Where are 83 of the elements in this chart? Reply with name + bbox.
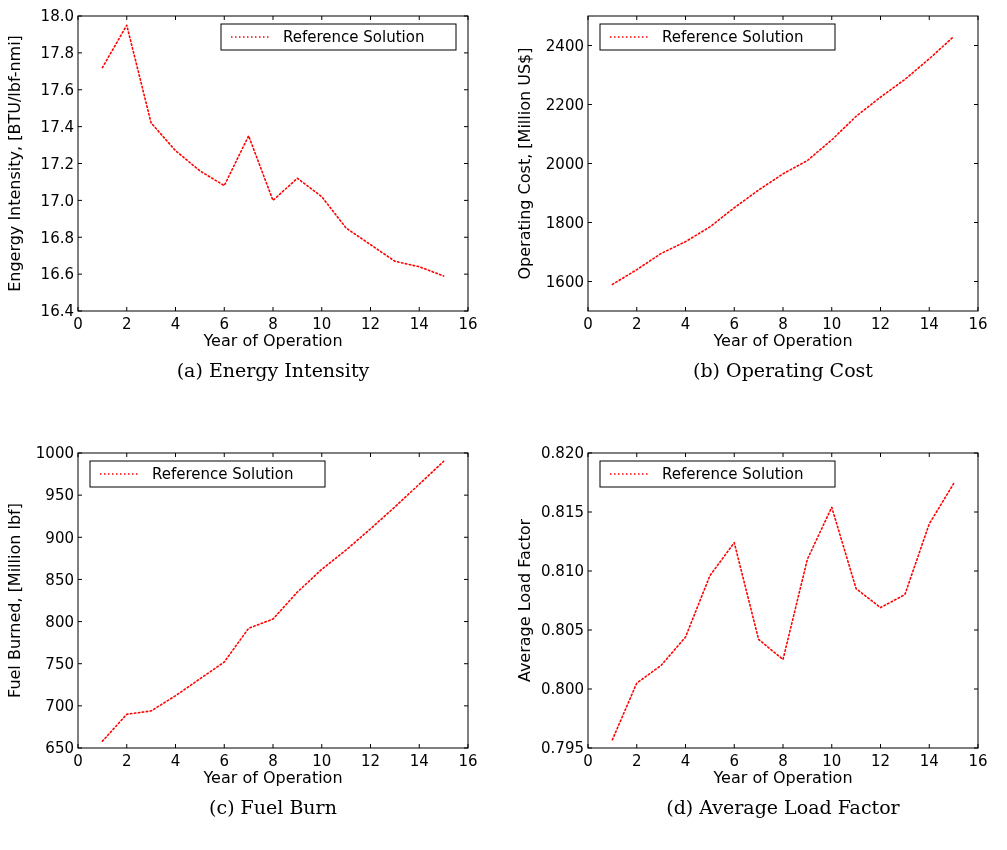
y-tick-label: 0.795 [541,739,584,758]
x-tick-label: 6 [729,752,740,770]
x-tick-label: 12 [360,752,381,770]
x-tick-label: 0 [583,315,593,333]
y-tick-label: 16.8 [40,228,74,247]
x-tick-label: 6 [729,315,740,333]
x-tick-label: 14 [919,752,939,770]
x-tick-label: 16 [458,315,478,333]
x-tick-label: 14 [409,315,429,333]
text: (b) Operating Cost [693,359,874,381]
y-tick-label: 16.6 [40,265,74,284]
legend-label: Reference Solution [662,465,804,484]
x-tick-label: 4 [680,315,691,333]
x-tick-label: 14 [919,315,939,333]
x-tick-label: 6 [219,315,230,333]
y-tick-label: 2200 [545,95,584,114]
y-tick-label: 18.0 [40,7,74,26]
x-tick-label: 4 [170,752,181,770]
y-tick-label: 0.815 [541,503,584,522]
y-axis-title: Operating Cost, [Million US$] [515,47,534,280]
y-tick-label: 850 [45,570,74,589]
x-tick-label: 0 [73,752,83,770]
y-tick-label: 17.4 [40,117,74,136]
x-axis-title: Year of Operation [202,331,343,350]
text: (c) Fuel Burn [209,796,337,818]
legend-label: Reference Solution [283,28,425,47]
line-series [101,24,445,277]
x-tick-label: 4 [680,752,691,770]
legend-label: Reference Solution [152,465,294,484]
x-axis-title: Year of Operation [202,768,343,787]
line-series [101,460,445,743]
x-tick-label: 16 [458,752,478,770]
x-tick-label: 14 [409,752,429,770]
x-tick-label: 0 [583,752,593,770]
x-tick-label: 12 [870,315,891,333]
y-tick-label: 750 [45,654,74,673]
x-tick-label: 4 [170,315,181,333]
y-tick-label: 650 [45,739,74,758]
y-tick-label: 1000 [35,444,74,463]
y-tick-label: 800 [45,612,74,631]
line-series [611,482,955,741]
x-tick-label: 6 [219,752,230,770]
x-tick-label: 10 [312,315,332,333]
y-axis-title: Engergy Intensity, [BTU/lbf-nmi] [5,35,24,292]
y-tick-label: 2400 [545,36,584,55]
y-tick-label: 700 [45,697,74,716]
x-axis-title: Year of Operation [712,331,853,350]
text: (a) Energy Intensity [176,359,370,381]
x-tick-label: 12 [870,752,891,770]
x-tick-label: 2 [631,752,642,770]
y-tick-label: 17.8 [40,44,74,63]
x-tick-label: 8 [268,752,278,770]
x-tick-label: 8 [268,315,278,333]
y-tick-label: 2000 [545,154,584,173]
text: (d) Average Load Factor [666,796,901,818]
y-tick-label: 950 [45,486,74,505]
x-tick-label: 16 [968,752,988,770]
y-axis-title: Fuel Burned, [Million lbf] [5,503,24,698]
x-tick-label: 16 [968,315,988,333]
y-axis-title: Average Load Factor [515,518,534,683]
x-tick-label: 10 [822,315,842,333]
y-tick-label: 17.2 [40,154,74,173]
y-tick-label: 17.0 [40,191,74,210]
x-tick-label: 10 [822,752,842,770]
x-tick-label: 0 [73,315,83,333]
y-tick-label: 17.6 [40,81,74,99]
x-tick-label: 10 [312,752,332,770]
x-tick-label: 2 [121,315,132,333]
x-tick-label: 12 [360,315,381,333]
legend-label: Reference Solution [662,28,804,47]
y-tick-label: 1800 [545,213,584,232]
y-tick-label: 16.4 [40,302,74,321]
y-tick-label: 0.810 [541,562,584,581]
x-tick-label: 8 [778,315,788,333]
x-tick-label: 2 [631,315,642,333]
x-tick-label: 2 [121,752,132,770]
y-tick-label: 0.805 [541,621,584,640]
y-tick-label: 0.800 [541,680,584,699]
y-tick-label: 1600 [545,272,584,291]
x-axis-title: Year of Operation [712,768,853,787]
y-tick-label: 0.820 [541,444,584,463]
y-tick-label: 900 [45,528,74,547]
x-tick-label: 8 [778,752,788,770]
